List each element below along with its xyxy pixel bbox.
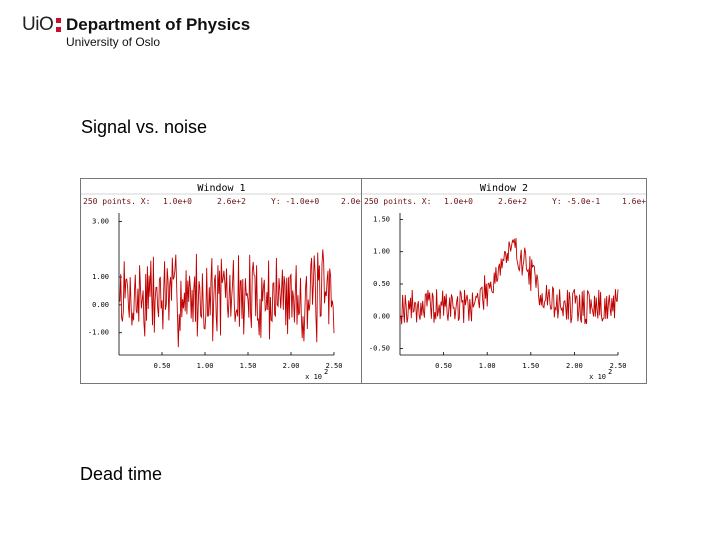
y-tick-label: -0.50 [369, 345, 390, 353]
y-tick-label: 0.00 [92, 301, 109, 309]
x-tick-label: 2.50 [610, 362, 627, 370]
university-name: University of Oslo [66, 35, 161, 49]
heading-signal-vs-noise: Signal vs. noise [81, 117, 208, 137]
y-tick-label: 1.00 [92, 273, 109, 281]
x-multiplier-exponent: 2 [608, 368, 612, 376]
chart-window-2-svg: Window 2 250 points. X: 1.0e+0 2.6e+2 Y: -5.… [362, 183, 646, 381]
x-multiplier-label: x 10 [589, 373, 606, 381]
department-name: Department of Physics [66, 15, 251, 34]
info-text-2: 2.6e+2 [217, 197, 246, 206]
info-text-3: Y: -1.0e+0 [271, 197, 319, 206]
x-tick-label: 0.50 [435, 362, 452, 370]
info-text-1: 1.0e+0 [444, 197, 473, 206]
chart-window-1: Window 1 250 points. X: 1.0e+0 2.6e+2 Y: -1.… [80, 178, 363, 384]
x-multiplier-label: x 10 [305, 373, 322, 381]
chart-window-1-svg: Window 1 250 points. X: 1.0e+0 2.6e+2 Y: -1.… [81, 183, 362, 381]
info-text-1: 1.0e+0 [163, 197, 192, 206]
info-text-4: 1.6e+ [622, 197, 646, 206]
y-tick-label: 1.00 [373, 248, 390, 256]
x-multiplier-exponent: 2 [324, 368, 328, 376]
y-tick-label: 0.50 [373, 280, 390, 288]
x-tick-label: 0.50 [154, 362, 171, 370]
y-tick-label: 3.00 [92, 217, 109, 225]
data-trace-line [119, 249, 335, 348]
x-tick-label: 2.50 [326, 362, 343, 370]
info-text-0: 250 points. X: [83, 197, 150, 206]
x-tick-label: 1.00 [197, 362, 214, 370]
x-tick-label: 1.50 [240, 362, 257, 370]
logo-uio-text: UiO [22, 14, 54, 35]
chart-window-2: Window 2 250 points. X: 1.0e+0 2.6e+2 Y: -5.… [361, 178, 647, 384]
info-text-2: 2.6e+2 [498, 197, 527, 206]
info-text-3: Y: -5.0e-1 [552, 197, 600, 206]
heading-dead-time: Dead time [80, 464, 163, 484]
y-tick-label: 0.00 [373, 312, 390, 320]
x-tick-label: 2.00 [566, 362, 583, 370]
x-tick-label: 1.50 [522, 362, 539, 370]
info-text-0: 250 points. X: [364, 197, 431, 206]
data-trace-line [400, 237, 619, 325]
y-tick-label: 1.50 [373, 215, 390, 223]
x-tick-label: 1.00 [479, 362, 496, 370]
info-text-4: 2.0e+ [341, 197, 362, 206]
window-title: Window 2 [480, 183, 528, 194]
y-tick-label: -1.00 [88, 329, 109, 337]
x-tick-label: 2.00 [283, 362, 300, 370]
logo-dots-icon [56, 18, 62, 34]
window-title: Window 1 [197, 183, 245, 194]
